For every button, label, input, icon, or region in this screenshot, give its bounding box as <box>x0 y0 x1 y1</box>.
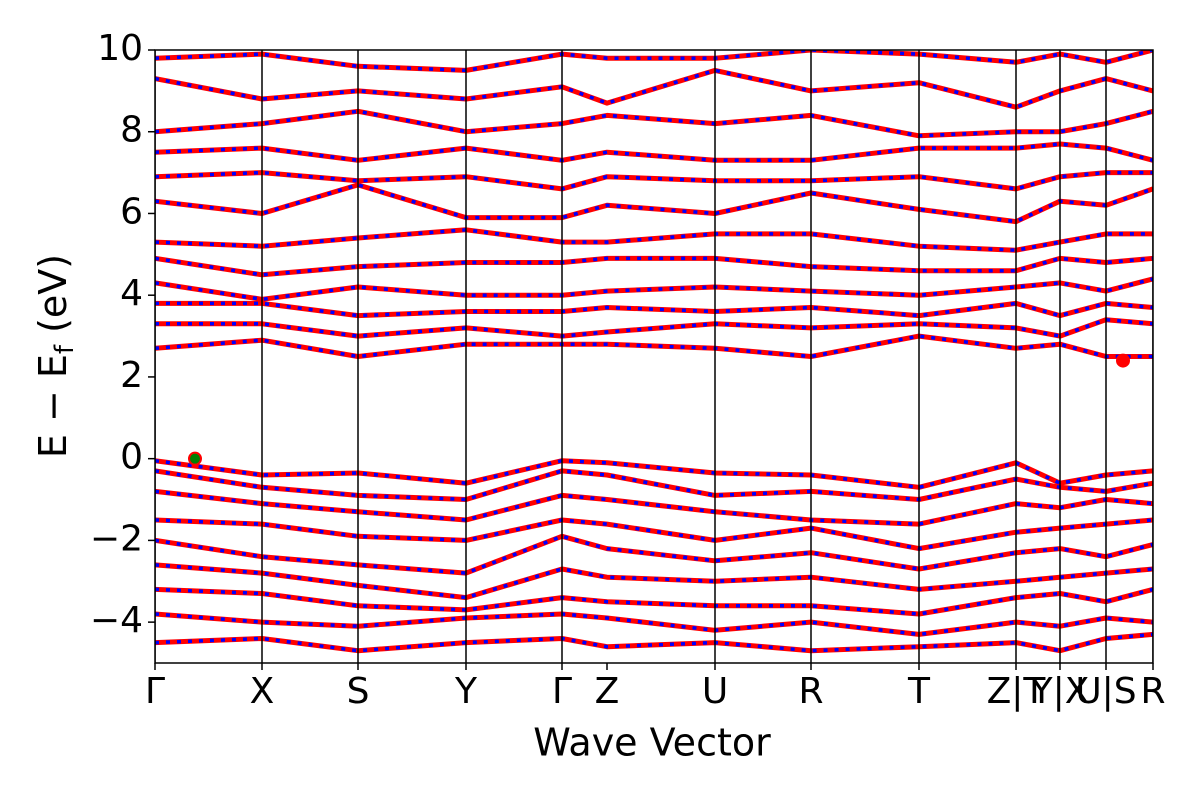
y-label-main: E − E <box>31 354 75 458</box>
band-spin-up <box>155 182 1153 225</box>
x-tick-label: U <box>702 671 728 712</box>
plot-area <box>155 50 1153 663</box>
x-axis-label: Wave Vector <box>533 721 771 765</box>
y-tick-label: −4 <box>90 600 143 641</box>
x-tick-label: Z|T <box>987 671 1047 712</box>
band-spin-up <box>155 50 1153 73</box>
band-spin-up <box>155 227 1153 253</box>
band-spin-up <box>155 586 1153 617</box>
x-tick-label: Γ <box>552 671 572 712</box>
band-spin-up <box>155 562 1153 601</box>
extremum-marker <box>188 451 202 466</box>
y-label-unit: (eV) <box>31 254 75 333</box>
axes-frame <box>154 49 1154 664</box>
band-spin-up <box>155 276 1153 302</box>
band-spin-up <box>155 488 1153 527</box>
y-tick-label: 6 <box>120 191 143 232</box>
y-tick-label: 8 <box>120 110 143 151</box>
x-tick-label: Γ <box>145 671 165 712</box>
x-tick-label: X <box>250 671 275 712</box>
x-tick-label: R <box>1140 671 1165 712</box>
x-tick-label: T <box>907 671 931 712</box>
y-tick-label: 10 <box>97 28 143 69</box>
y-axis-label: E − Ef (eV) <box>31 254 80 458</box>
band-spin-up <box>155 170 1153 192</box>
band-spin-up <box>155 611 1153 637</box>
x-tick-label: Y <box>454 671 478 712</box>
x-tick-label: U|S <box>1075 671 1136 712</box>
x-tick-label: Y|X <box>1030 671 1090 712</box>
x-tick-label: R <box>798 671 823 712</box>
band-spin-up <box>155 141 1153 163</box>
band-spin-up <box>155 517 1153 552</box>
y-tick-label: 0 <box>120 437 143 478</box>
y-tick-label: 2 <box>120 355 143 396</box>
y-tick-label: −2 <box>90 518 143 559</box>
y-tick-label: 4 <box>120 273 143 314</box>
x-tick-label: Z <box>595 671 620 712</box>
x-tick-label: S <box>347 671 370 712</box>
y-label-sub: f <box>50 344 80 354</box>
extremum-marker <box>1116 353 1130 368</box>
band-spin-up <box>155 108 1153 139</box>
band-spin-up <box>155 333 1153 359</box>
